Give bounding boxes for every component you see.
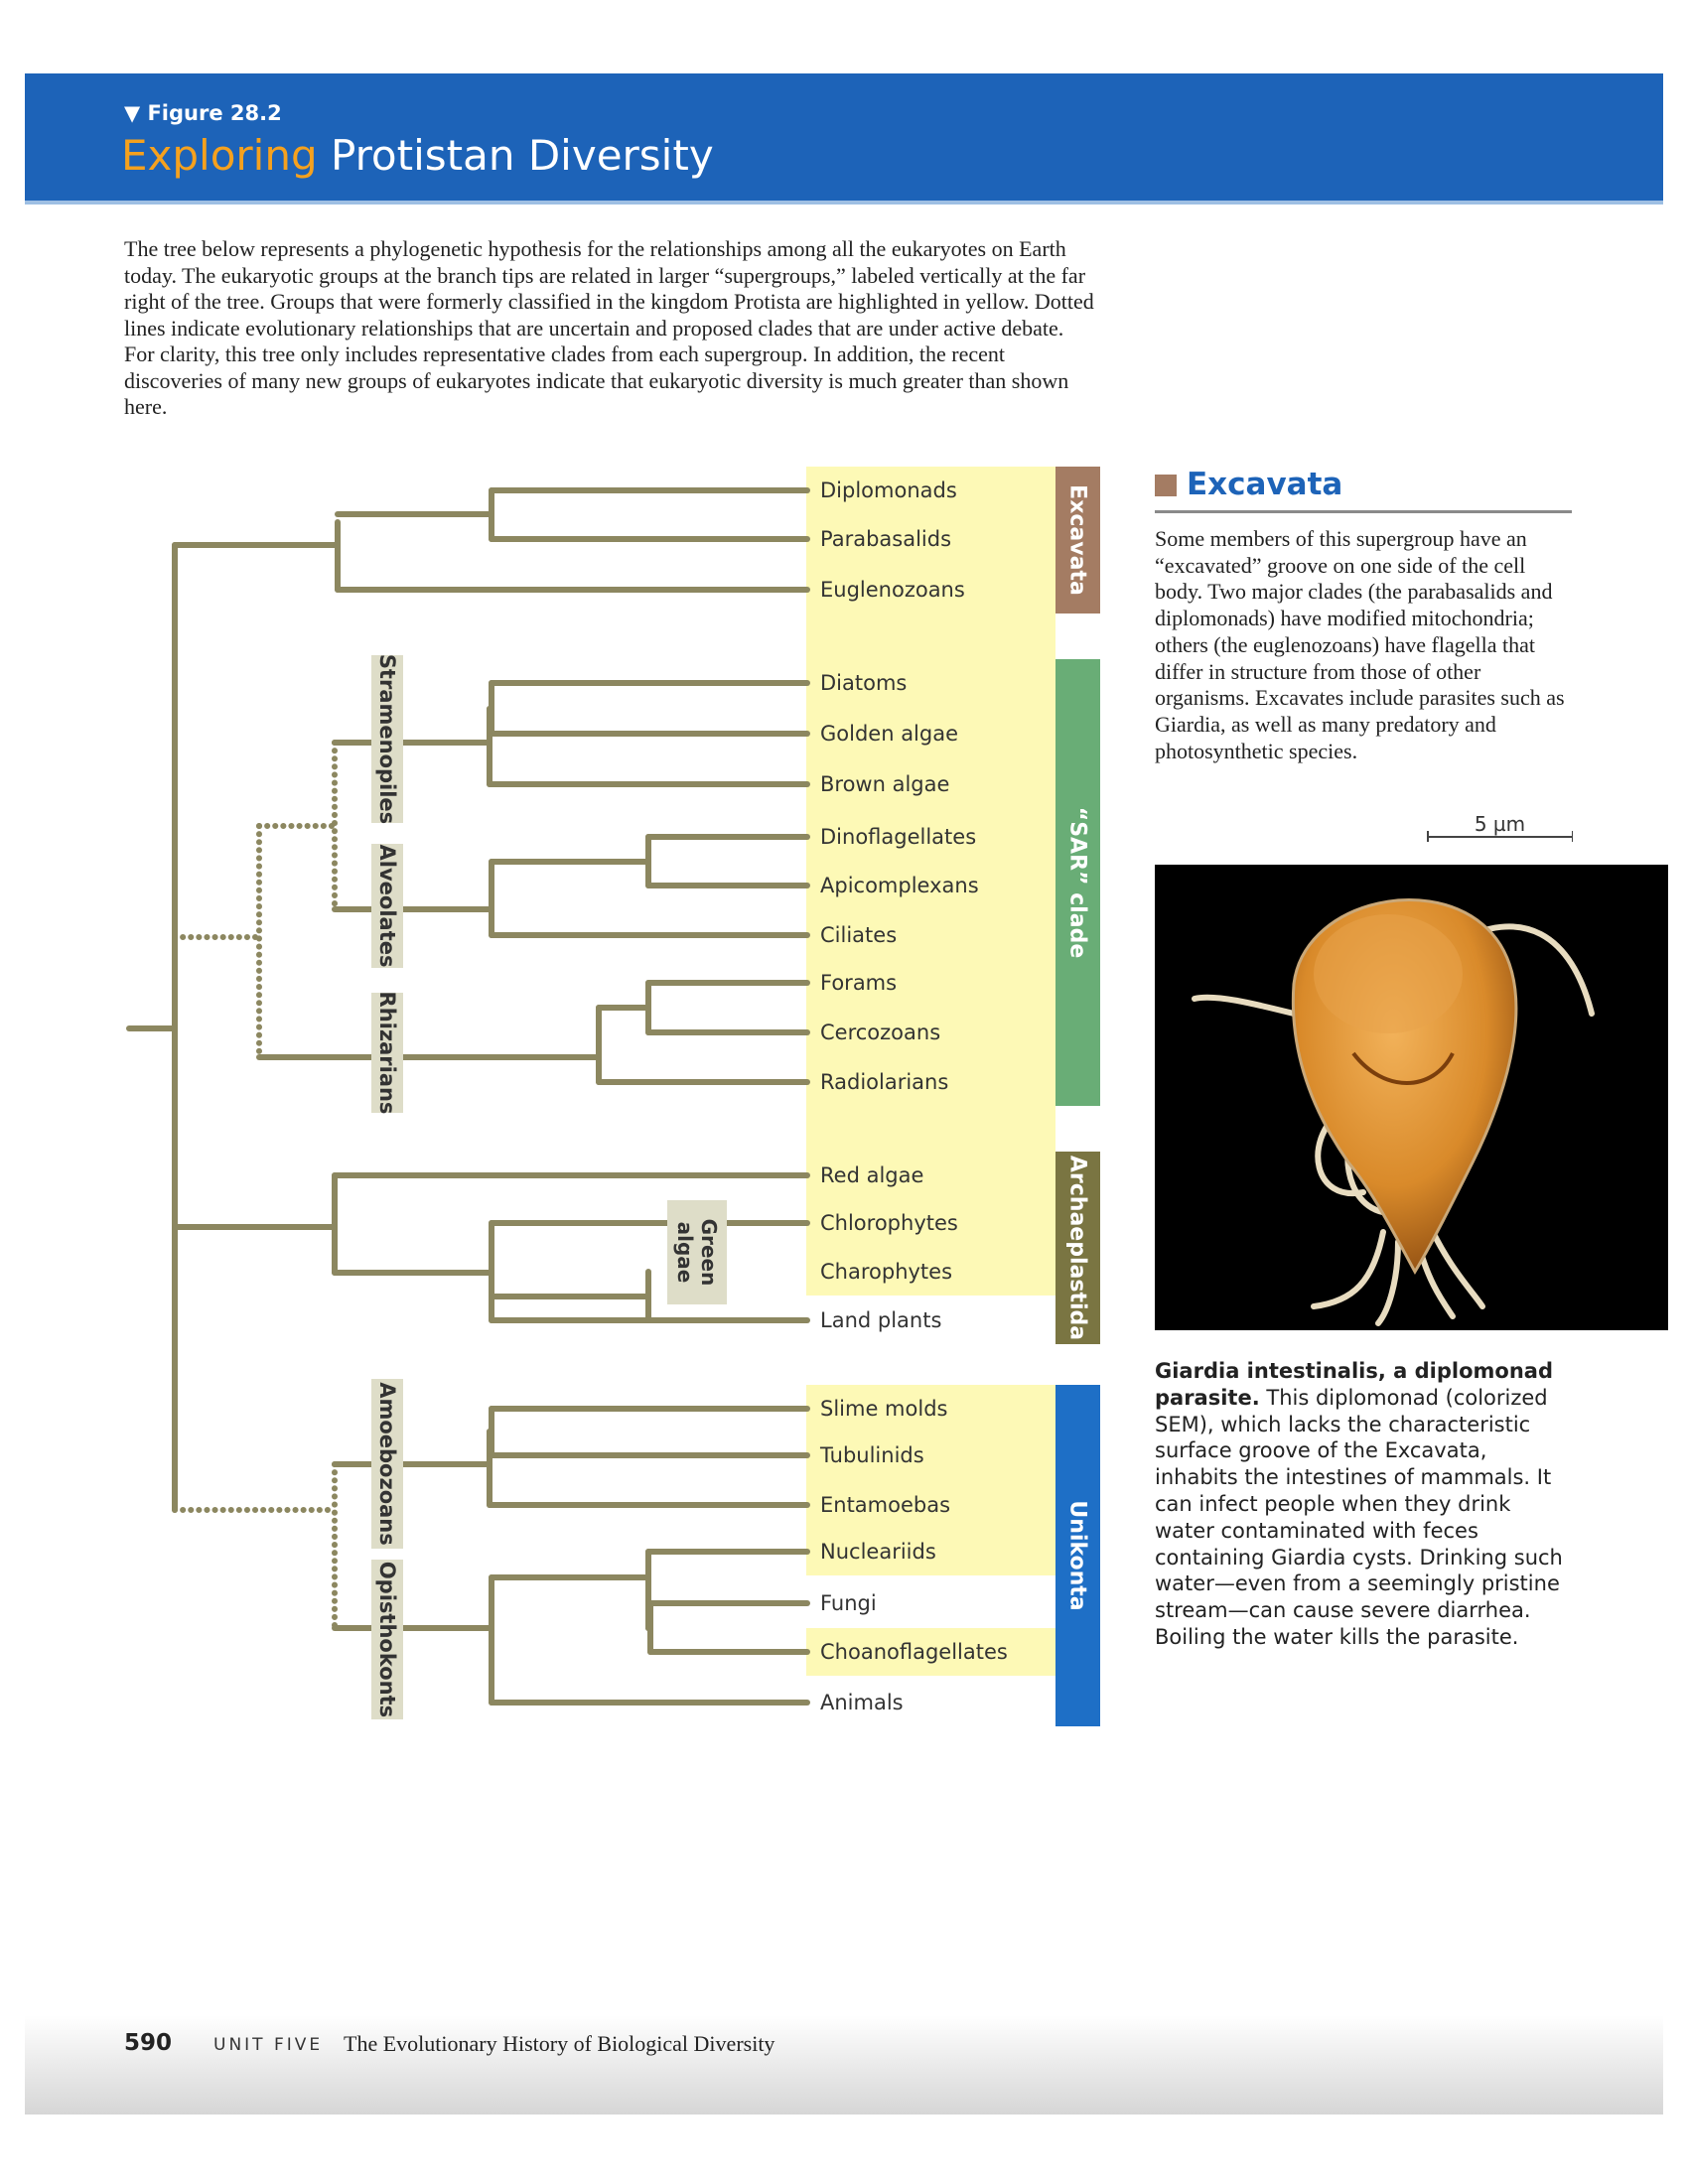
- phylogenetic-tree: Excavata “SAR” clade Archaeplastida Unikont…: [126, 467, 1100, 1726]
- tip-label-slime-molds: Slime molds: [820, 1397, 947, 1421]
- scale-bar-line: [1427, 832, 1573, 841]
- protist-highlight: [806, 1628, 1055, 1676]
- tip-label-choanoflagellates: Choanoflagellates: [820, 1640, 1008, 1664]
- tip-label-chlorophytes: Chlorophytes: [820, 1211, 958, 1235]
- clade-label-box-opisthokonts: [371, 1560, 403, 1719]
- figure-title-rest: Protistan Diversity: [331, 131, 714, 180]
- caption-text: This diplomonad (colorized SEM), which l…: [1155, 1385, 1563, 1649]
- book-title: The Evolutionary History of Biological D…: [344, 2031, 775, 2056]
- clade-label-box-green-algae: [667, 1200, 727, 1304]
- supergroup-bar-excavata: [1055, 467, 1100, 614]
- excavata-color-swatch: [1155, 475, 1177, 496]
- supergroup-label-archaeplastida: Archaeplastida: [1065, 1156, 1090, 1340]
- photo-caption: Giardia intestinalis, a diplomonad paras…: [1155, 1358, 1572, 1651]
- clade-label-amoebozoans: Amoebozoans: [375, 1382, 399, 1546]
- figure-banner: ▼ Figure 28.2 Exploring Protistan Divers…: [25, 73, 1663, 205]
- tip-label-fungi: Fungi: [820, 1591, 877, 1615]
- supergroup-bar-unikonta: [1055, 1385, 1100, 1726]
- clade-label-green-algae-line1: Green: [697, 1219, 721, 1287]
- protist-highlight: [806, 1385, 1055, 1575]
- tip-label-nucleariids: Nucleariids: [820, 1540, 936, 1564]
- supergroup-bar-sar-clade: [1055, 659, 1100, 1106]
- figure-title: Exploring Protistan Diversity: [121, 131, 714, 180]
- tip-label-entamoebas: Entamoebas: [820, 1493, 950, 1517]
- tip-label-brown-algae: Brown algae: [820, 772, 949, 796]
- tip-label-land-plants: Land plants: [820, 1308, 941, 1332]
- intro-paragraph: The tree below represents a phylogenetic…: [124, 236, 1094, 419]
- supergroup-label-sar-clade: “SAR” clade: [1065, 807, 1090, 959]
- supergroup-bar-archaeplastida: [1055, 1152, 1100, 1344]
- clade-label-opisthokonts: Opisthokonts: [375, 1562, 399, 1717]
- scale-bar: 5 µm: [1427, 812, 1573, 842]
- tip-label-diatoms: Diatoms: [820, 671, 907, 695]
- clade-label-stramenopiles: Stramenopiles: [375, 654, 399, 824]
- figure-title-highlight: Exploring: [121, 131, 318, 180]
- tip-label-cercozoans: Cercozoans: [820, 1021, 940, 1044]
- supergroup-label-unikonta: Unikonta: [1065, 1500, 1090, 1610]
- tip-label-parabasalids: Parabasalids: [820, 527, 951, 551]
- giardia-micrograph: [1155, 865, 1668, 1330]
- tip-label-red-algae: Red algae: [820, 1163, 923, 1187]
- supergroup-label-excavata: Excavata: [1065, 484, 1090, 596]
- tip-label-charophytes: Charophytes: [820, 1260, 952, 1284]
- footer-band: [25, 2015, 1663, 2115]
- clade-label-rhizarians: Rhizarians: [375, 992, 399, 1115]
- tip-label-dinoflagellates: Dinoflagellates: [820, 825, 976, 849]
- sidebar-text: Some members of this supergroup have an …: [1155, 526, 1565, 763]
- unit-label: UNIT FIVE: [213, 2035, 324, 2055]
- tip-label-golden-algae: Golden algae: [820, 722, 958, 746]
- clade-label-box-rhizarians: [371, 993, 403, 1113]
- tip-label-forams: Forams: [820, 971, 897, 995]
- clade-label-green-algae-line2: algae: [673, 1222, 697, 1284]
- clade-label-box-alveolates: [371, 844, 403, 968]
- caption-bold: Giardia intestinalis, a diplomonad paras…: [1155, 1359, 1553, 1410]
- tip-label-euglenozoans: Euglenozoans: [820, 578, 965, 602]
- tip-label-animals: Animals: [820, 1691, 904, 1714]
- scale-bar-label: 5 µm: [1474, 812, 1526, 836]
- tip-label-diplomonads: Diplomonads: [820, 478, 957, 502]
- sidebar-heading: Excavata: [1155, 467, 1572, 513]
- figure-label: ▼ Figure 28.2: [124, 101, 282, 125]
- clade-label-box-amoebozoans: [371, 1379, 403, 1549]
- protist-highlight: [806, 467, 1055, 1296]
- clade-label-box-stramenopiles: [371, 655, 403, 823]
- tip-label-apicomplexans: Apicomplexans: [820, 874, 979, 897]
- tip-label-tubulinids: Tubulinids: [819, 1443, 924, 1467]
- tip-label-ciliates: Ciliates: [820, 923, 897, 947]
- sidebar-heading-text: Excavata: [1187, 467, 1343, 502]
- tip-label-radiolarians: Radiolarians: [820, 1070, 948, 1094]
- clade-label-alveolates: Alveolates: [375, 845, 399, 968]
- page-number: 590: [124, 2030, 173, 2056]
